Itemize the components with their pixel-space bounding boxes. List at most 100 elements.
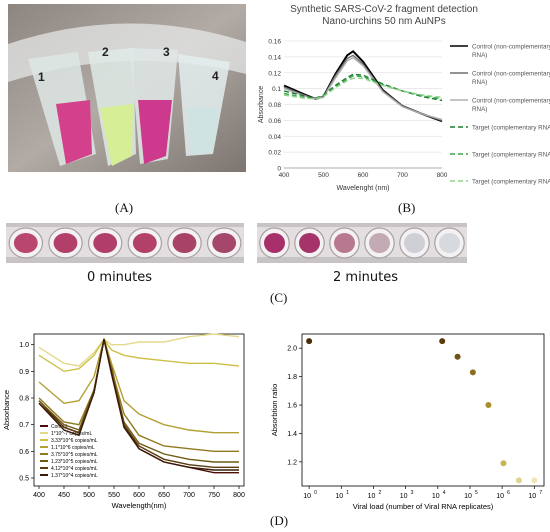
legend-label: Target (complementary RNA)	[472, 152, 550, 159]
y-axis-label: Absorbance	[2, 390, 11, 430]
y-tick-label: 1.2	[287, 459, 297, 466]
chart-d-left: 0.5 0.6 0.7 0.8 0.9 1.0 400 450 500 550 600 650 700 7…	[0, 328, 250, 513]
y-tick-label: 1.4	[287, 431, 297, 438]
x-tick-exponent: 6	[507, 490, 510, 496]
well-liquid	[439, 233, 460, 253]
wellplate-2min	[257, 223, 467, 263]
plate-strip	[257, 227, 467, 257]
legend-label: RNA)	[472, 52, 487, 59]
series-line	[38, 339, 239, 471]
series-line	[38, 339, 239, 452]
x-tick-label: 600	[358, 172, 369, 179]
scatter-point	[500, 460, 507, 467]
x-tick-label: 10	[400, 493, 408, 500]
tubes-image: 1 2 3 4	[8, 4, 246, 172]
panel-label-a: (A)	[115, 200, 134, 215]
x-tick-label: 450	[58, 492, 70, 499]
x-tick-label: 400	[279, 172, 290, 179]
series-line	[38, 333, 240, 367]
plot-frame	[33, 333, 245, 487]
y-tick-label: 1.6	[287, 403, 297, 410]
well-liquid	[299, 233, 320, 253]
x-tick-label: 800	[437, 172, 448, 179]
x-tick-exponent: 0	[314, 490, 317, 496]
x-tick-label: 750	[208, 492, 220, 499]
series-line	[38, 338, 240, 373]
x-tick-label: 10	[528, 493, 536, 500]
x-axis-label: Wavelenght (nm)	[336, 185, 389, 192]
x-tick-label: 700	[183, 492, 195, 499]
scatter-point	[306, 338, 313, 345]
x-tick-label: 10	[464, 493, 472, 500]
x-tick-label: 400	[33, 492, 45, 499]
photo-tubes: 1 2 3 4	[8, 4, 246, 172]
wellplate-0min-image	[6, 223, 244, 263]
x-tick-label: 10	[303, 493, 311, 500]
y-tick-label: 0.02	[268, 150, 281, 157]
legend-label: 3.33*10^6 copies/mL	[51, 438, 98, 444]
y-tick-label: 0	[277, 166, 281, 173]
legend-label: Target (complementary RNA)	[472, 179, 550, 186]
chart-b: Synthetic SARS-CoV-2 fragment detection N…	[255, 0, 550, 205]
y-tick-label: 1.8	[287, 374, 297, 381]
x-tick-exponent: 5	[475, 490, 478, 496]
y-tick-label: 2.0	[287, 346, 297, 353]
y-tick-label: 0.6	[19, 449, 29, 456]
well-liquid	[172, 233, 197, 253]
x-tick-label: 500	[83, 492, 95, 499]
x-tick-label: 10	[368, 493, 376, 500]
legend-label: RNA)	[472, 106, 487, 113]
x-tick-label: 650	[158, 492, 170, 499]
scatter-point	[515, 477, 522, 484]
tube-label-2: 2	[102, 45, 109, 59]
chart-d-left-svg: 0.5 0.6 0.7 0.8 0.9 1.0 400 450 500 550 600 650 700 7…	[2, 333, 245, 510]
well-liquid	[132, 233, 157, 253]
well-liquid	[264, 233, 285, 253]
legend-label: 1.37*10^4 copies/mL	[51, 473, 98, 479]
chart-b-svg: Synthetic SARS-CoV-2 fragment detectionN…	[258, 4, 550, 192]
tube-label-4: 4	[212, 69, 219, 83]
panel-label-c: (C)	[270, 290, 288, 305]
scatter-point	[485, 402, 492, 409]
x-tick-label: 10	[496, 493, 504, 500]
y-tick-label: 0.7	[19, 422, 29, 429]
tube-label-1: 1	[38, 70, 45, 84]
x-tick-exponent: 4	[443, 490, 446, 496]
legend-label: 3.75*10^5 copies/mL	[51, 452, 98, 458]
scatter-point	[454, 353, 461, 360]
series-line	[283, 73, 443, 102]
x-tick-label: 600	[133, 492, 145, 499]
x-tick-label: 550	[108, 492, 120, 499]
caption-0-minutes: 0 minutes	[87, 270, 153, 285]
well-liquid	[53, 233, 78, 253]
well-liquid	[334, 233, 355, 253]
caption-2-minutes: 2 minutes	[333, 270, 399, 285]
y-tick-label: 0.04	[268, 134, 281, 141]
series-line	[283, 77, 443, 100]
legend-label: Control (non-complementary	[472, 98, 550, 105]
plot-frame	[301, 333, 545, 487]
chart-d-right-svg: 1.21.41.61.82.010 0 10 1 10 2 10 3 10 4 10 5 10 6 10 7V…	[270, 333, 545, 511]
well-liquid	[404, 233, 425, 253]
wellplate-2min-image	[257, 223, 467, 263]
y-tick-label: 0.06	[268, 118, 281, 125]
legend-label: Control (non-complementary	[472, 71, 550, 78]
scatter-point	[469, 369, 476, 376]
chart-b-subtitle: Nano-urchins 50 nm AuNPs	[322, 16, 445, 27]
legend-label: 1.1*10^6 copies/mL	[51, 445, 95, 451]
scatter-point	[531, 477, 538, 484]
chart-b-title: Synthetic SARS-CoV-2 fragment detection	[290, 4, 478, 15]
series-line	[283, 49, 443, 123]
x-tick-exponent: 2	[378, 490, 381, 496]
y-tick-label: 0.1	[272, 86, 281, 93]
y-tick-label: 0.12	[268, 70, 281, 77]
y-tick-label: 0.8	[19, 396, 29, 403]
y-tick-label: 0.16	[268, 39, 281, 46]
x-tick-label: 500	[318, 172, 329, 179]
well-liquid	[93, 233, 118, 253]
well-liquid	[212, 233, 237, 253]
well-liquid	[13, 233, 38, 253]
series-line	[283, 56, 443, 121]
legend-label: 1.23*10^5 copies/mL	[51, 459, 98, 465]
tube-label-3: 3	[163, 45, 170, 59]
